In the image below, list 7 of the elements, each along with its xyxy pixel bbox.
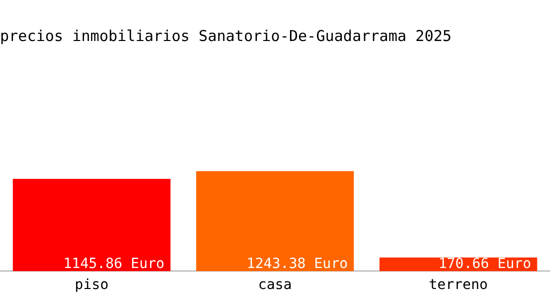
x-tick-label: terreno (428, 277, 488, 294)
x-tick-label: casa (258, 277, 292, 294)
data-label: 1243.38 Euro (246, 256, 348, 272)
data-label: 170.66 Euro (438, 256, 532, 272)
x-tick-label: piso (74, 277, 109, 294)
chart-title: precios inmobiliarios Sanatorio-De-Guadarrama 2025 (0, 26, 452, 45)
data-label: 1145.86 Euro (63, 256, 164, 272)
